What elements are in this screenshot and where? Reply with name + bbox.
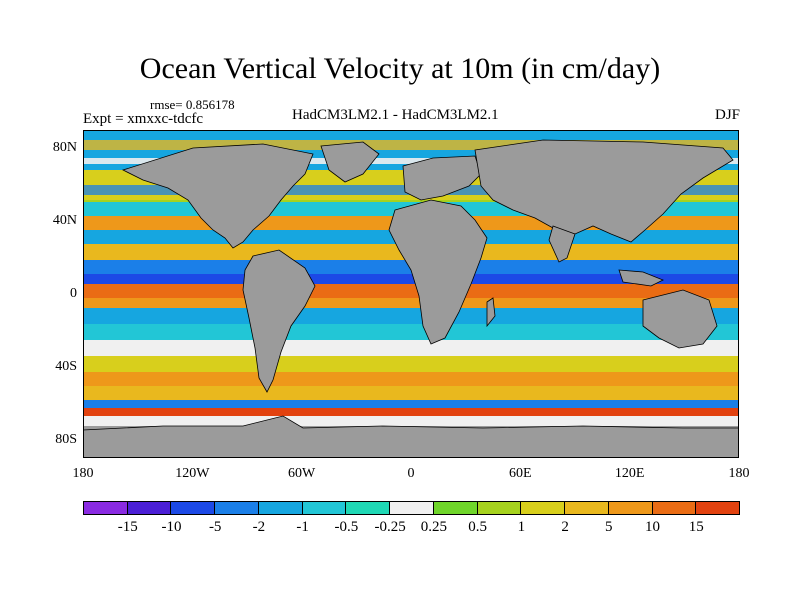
colorbar-swatch [651, 501, 697, 515]
colorbar-label: 5 [605, 519, 613, 535]
colorbar-swatch [389, 501, 434, 515]
colorbar-label: -5 [208, 519, 222, 535]
colorbar-label: 2 [561, 519, 569, 535]
latitude-tick-label: 40N [52, 213, 77, 229]
colorbar-swatch [301, 501, 347, 515]
longitude-tick-label: 120W [175, 466, 210, 481]
colorbar-label: 15 [688, 519, 704, 535]
antarctica [83, 415, 739, 458]
colorbar-swatch [607, 501, 653, 515]
colorbar-swatch [520, 501, 566, 515]
colorbar-label: 10 [645, 519, 661, 535]
colorbar-swatch [214, 501, 259, 515]
australia [642, 289, 718, 349]
africa [388, 199, 488, 345]
longitude-tick-label: 60W [288, 466, 316, 481]
colorbar-swatch [257, 501, 303, 515]
latitude-tick-label: 40S [55, 358, 77, 374]
map-title: Ocean Vertical Velocity at 10m (in cm/da… [139, 52, 661, 85]
colorbar-swatch [476, 501, 522, 515]
longitude-tick-label: 120E [614, 466, 645, 481]
map-panel [83, 130, 739, 458]
madagascar [486, 297, 496, 328]
colorbar-swatch [564, 501, 609, 515]
latitude-tick-label: 80S [55, 431, 77, 447]
rmse-label: rmse= 0.856178 [150, 97, 235, 112]
longitude-tick-label: 60E [509, 466, 532, 481]
colorbar [83, 501, 741, 515]
colorbar-swatch [695, 501, 741, 515]
land [83, 139, 739, 458]
north-america [121, 143, 314, 249]
south-america [242, 249, 316, 393]
colorbar-label: -15 [117, 519, 138, 535]
model-label: HadCM3LM2.1 - HadCM3LM2.1 [292, 107, 499, 123]
colorbar-label: 0.5 [468, 519, 487, 535]
colorbar-swatch [345, 501, 391, 515]
colorbar-label: -10 [161, 519, 182, 535]
colorbar-label: -2 [252, 519, 266, 535]
colorbar-label: 1 [517, 519, 526, 535]
colorbar-label: -1 [296, 519, 309, 535]
colorbar-label: -0.25 [374, 519, 406, 535]
colorbar-label: -0.5 [334, 519, 359, 535]
colorbar-swatch [170, 501, 216, 515]
latitude-tick-label: 0 [70, 286, 77, 301]
colorbar-label: 0.25 [420, 519, 447, 535]
greenland [320, 141, 380, 183]
asia [474, 139, 734, 243]
indonesia [618, 269, 664, 287]
longitude-tick-label: 180 [72, 466, 94, 481]
europe [402, 155, 482, 201]
india [548, 225, 576, 263]
colorbar-swatch [83, 501, 128, 515]
experiment-label: Expt = xmxxc-tdcfc [83, 111, 204, 127]
longitude-tick-label: 0 [407, 466, 415, 481]
colorbar-swatch [432, 501, 478, 515]
world-map [83, 130, 739, 458]
season-label: DJF [714, 107, 740, 123]
latitude-tick-label: 80N [52, 140, 77, 156]
longitude-tick-label: 180 [728, 466, 750, 481]
colorbar-swatch [126, 501, 172, 515]
